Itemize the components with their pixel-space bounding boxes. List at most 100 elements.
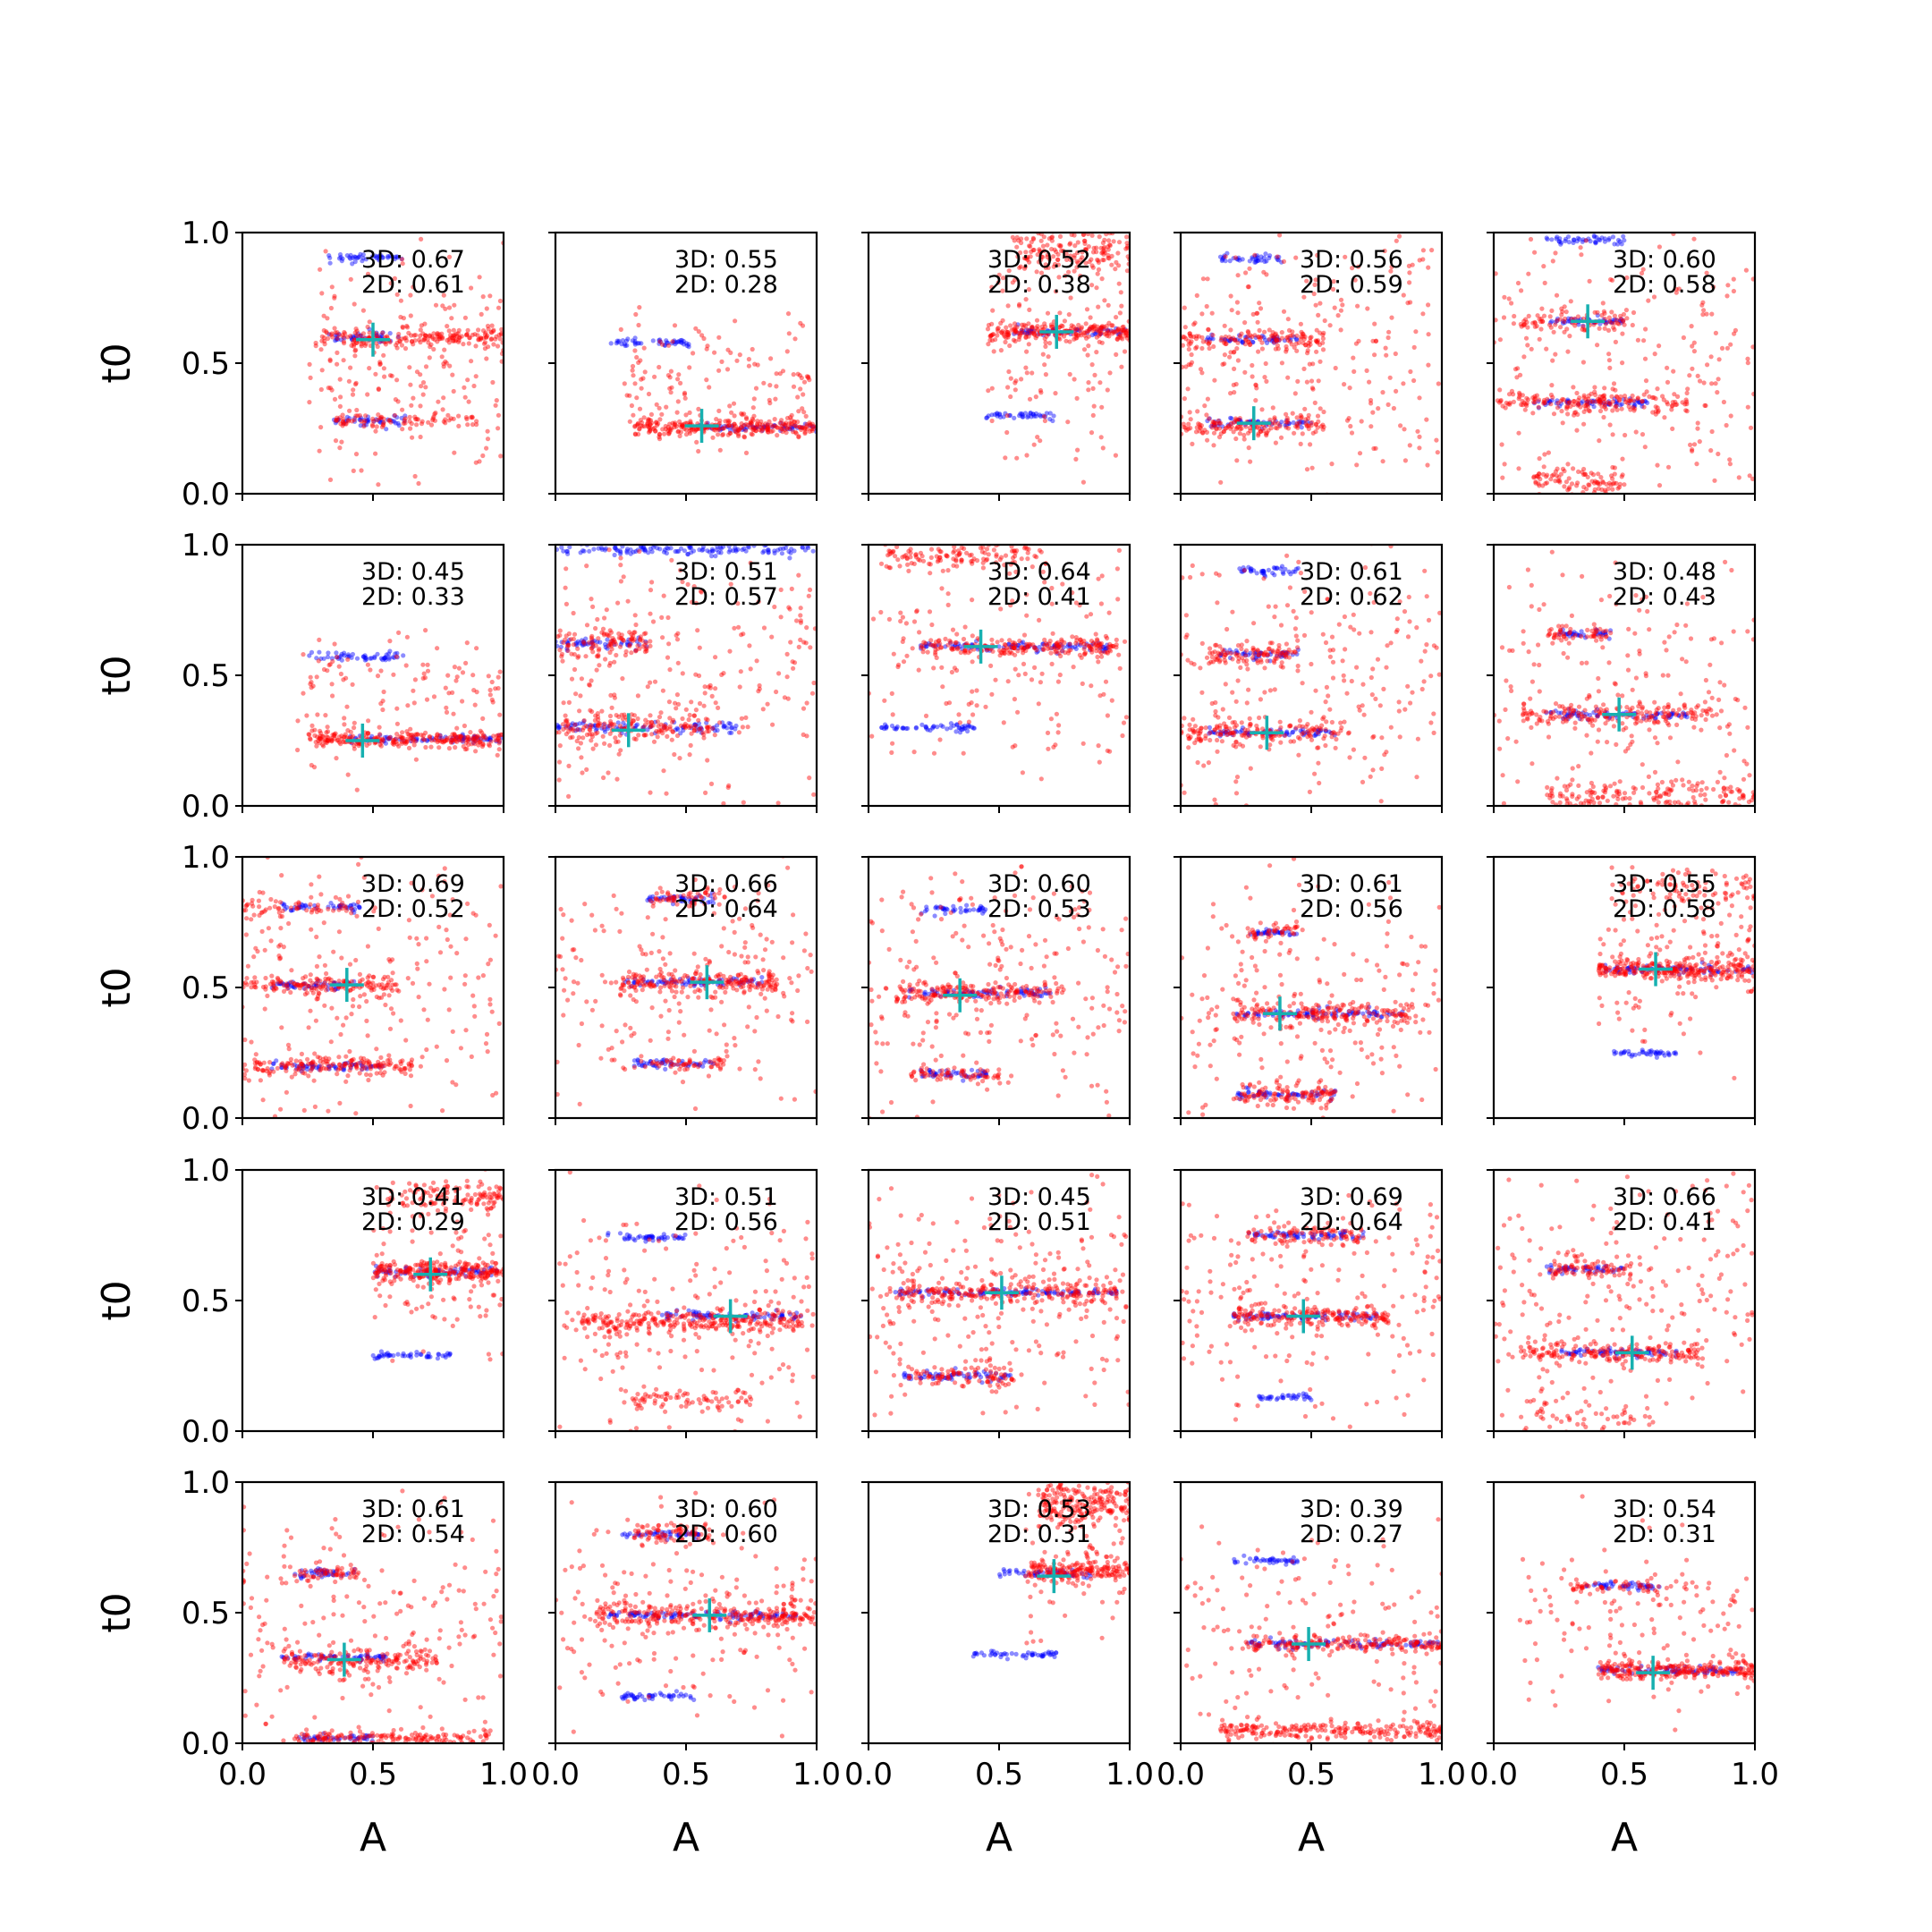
red-point — [480, 735, 486, 741]
blue-point — [568, 725, 574, 731]
red-point — [1616, 398, 1622, 403]
red-point — [680, 579, 685, 585]
red-point — [485, 333, 490, 338]
red-point — [578, 741, 584, 746]
red-point — [1010, 280, 1015, 285]
red-point — [758, 425, 764, 430]
red-point — [1258, 428, 1263, 435]
red-point — [1563, 479, 1569, 485]
blue-point — [351, 255, 356, 260]
blue-point — [349, 655, 354, 660]
red-point — [486, 741, 492, 747]
blue-point — [1029, 329, 1034, 335]
red-point — [679, 425, 684, 430]
red-point — [1708, 448, 1714, 453]
blue-point — [1631, 404, 1637, 410]
red-point — [348, 334, 353, 339]
red-point — [448, 740, 454, 745]
red-point — [906, 548, 911, 554]
red-point — [1020, 330, 1025, 335]
red-point — [1299, 415, 1304, 421]
red-point — [1063, 251, 1069, 257]
red-point — [1640, 432, 1646, 437]
blue-point — [1224, 250, 1230, 256]
blue-point — [1300, 419, 1305, 425]
red-point — [631, 718, 636, 724]
red-point — [1623, 432, 1628, 438]
red-point — [631, 630, 637, 635]
red-point — [1512, 313, 1517, 319]
red-point — [1310, 386, 1316, 392]
red-point — [1257, 327, 1262, 333]
red-point — [561, 700, 566, 706]
red-point — [1114, 645, 1119, 650]
red-point — [1218, 420, 1224, 426]
blue-point — [1028, 328, 1033, 334]
red-point — [663, 727, 668, 733]
red-point — [1270, 405, 1275, 411]
blue-point — [624, 548, 630, 554]
red-point — [1592, 389, 1597, 394]
blue-point — [1252, 253, 1258, 258]
red-point — [998, 649, 1004, 656]
red-point — [1248, 333, 1253, 338]
blue-point — [487, 737, 493, 742]
red-point — [938, 645, 944, 650]
red-point — [581, 717, 587, 724]
blue-point — [1015, 322, 1021, 327]
red-point — [1004, 329, 1011, 335]
red-point — [1121, 327, 1126, 333]
red-point — [1289, 342, 1294, 347]
red-point — [324, 734, 329, 740]
red-point — [648, 411, 655, 417]
scatter-points — [1494, 233, 1755, 494]
red-point — [399, 739, 404, 744]
red-point — [1523, 317, 1529, 322]
red-point — [397, 339, 402, 344]
red-point — [378, 743, 384, 749]
red-point — [937, 548, 943, 555]
red-point — [1073, 456, 1079, 462]
red-point — [627, 630, 632, 635]
red-point — [556, 730, 562, 735]
red-point — [970, 633, 975, 639]
blue-point — [634, 722, 640, 727]
red-point — [1589, 479, 1595, 484]
red-point — [1072, 252, 1077, 258]
red-point — [368, 667, 373, 673]
red-point — [1603, 406, 1608, 411]
red-point — [962, 546, 967, 552]
red-point — [1389, 264, 1394, 269]
red-point — [741, 800, 746, 805]
red-point — [590, 649, 596, 655]
red-point — [1573, 410, 1579, 415]
red-point — [968, 539, 972, 544]
red-point — [680, 423, 685, 428]
red-point — [469, 741, 474, 747]
red-point — [952, 545, 957, 549]
red-point — [646, 418, 651, 423]
red-point — [688, 742, 693, 749]
blue-point — [777, 547, 784, 552]
red-point — [1517, 394, 1522, 400]
red-point — [1716, 357, 1722, 362]
red-point — [452, 732, 457, 737]
red-point — [1220, 361, 1225, 367]
blue-point — [373, 253, 378, 258]
red-point — [791, 384, 797, 389]
red-point — [1370, 410, 1376, 415]
red-point — [724, 367, 731, 372]
blue-point — [1017, 413, 1022, 419]
red-point — [1646, 298, 1651, 303]
red-point — [1617, 397, 1623, 402]
red-point — [1350, 266, 1355, 271]
blue-point — [1542, 401, 1547, 406]
blue-point — [997, 412, 1003, 418]
red-point — [1212, 420, 1217, 426]
red-point — [576, 734, 581, 741]
red-point — [1119, 364, 1124, 369]
red-point — [460, 670, 466, 675]
blue-point — [681, 338, 686, 344]
blue-point — [344, 253, 350, 258]
blue-point — [984, 415, 989, 420]
